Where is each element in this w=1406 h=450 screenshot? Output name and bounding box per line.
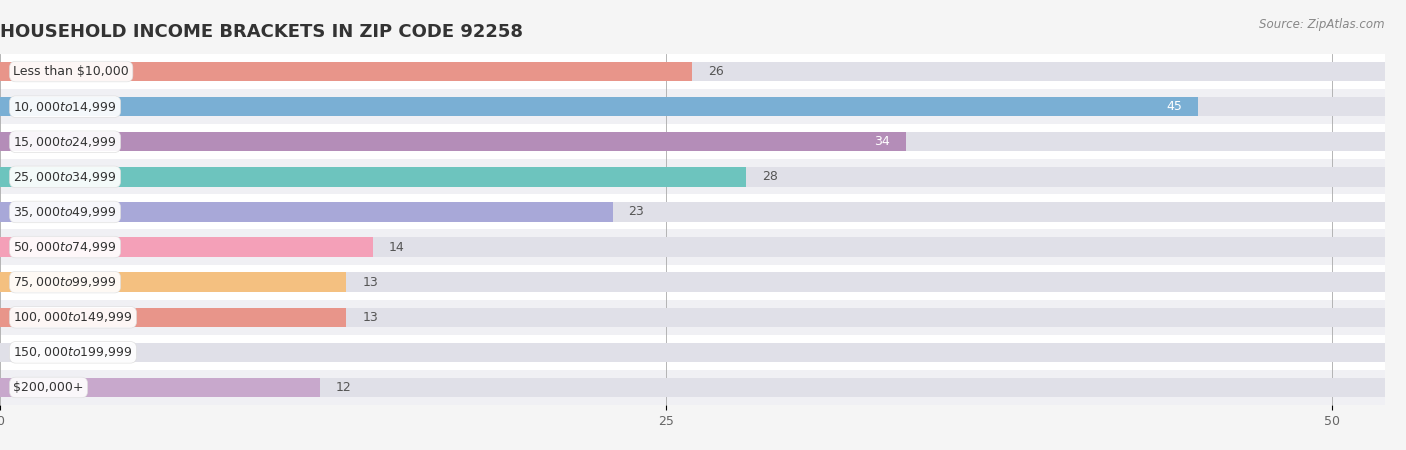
Bar <box>0 54 1385 89</box>
Text: $75,000 to $99,999: $75,000 to $99,999 <box>13 275 117 289</box>
Bar <box>0 194 1385 230</box>
Bar <box>0 238 1385 256</box>
Text: $100,000 to $149,999: $100,000 to $149,999 <box>13 310 132 324</box>
Bar <box>0 265 1385 300</box>
Text: $15,000 to $24,999: $15,000 to $24,999 <box>13 135 117 149</box>
Bar <box>0 124 1385 159</box>
Bar <box>0 308 1385 327</box>
Bar <box>0 378 1385 397</box>
Text: 13: 13 <box>363 311 378 324</box>
Text: Source: ZipAtlas.com: Source: ZipAtlas.com <box>1260 18 1385 31</box>
Bar <box>0 159 1385 194</box>
Bar <box>0 273 1385 292</box>
Text: Less than $10,000: Less than $10,000 <box>13 65 129 78</box>
Bar <box>0 167 1385 186</box>
Bar <box>0 202 613 221</box>
Text: $10,000 to $14,999: $10,000 to $14,999 <box>13 99 117 114</box>
Text: $35,000 to $49,999: $35,000 to $49,999 <box>13 205 117 219</box>
Bar <box>0 343 1385 362</box>
Text: 12: 12 <box>336 381 352 394</box>
Text: $25,000 to $34,999: $25,000 to $34,999 <box>13 170 117 184</box>
Bar <box>0 89 1385 124</box>
Bar <box>0 238 373 256</box>
Text: 28: 28 <box>762 171 778 183</box>
Bar <box>0 62 1385 81</box>
Bar <box>0 230 1385 265</box>
Text: $50,000 to $74,999: $50,000 to $74,999 <box>13 240 117 254</box>
Text: 14: 14 <box>389 241 405 253</box>
Bar <box>0 370 1385 405</box>
Bar <box>0 62 693 81</box>
Text: 26: 26 <box>709 65 724 78</box>
Bar <box>0 273 346 292</box>
Text: $200,000+: $200,000+ <box>13 381 84 394</box>
Text: 23: 23 <box>628 206 644 218</box>
Bar <box>0 202 1385 221</box>
Text: 0: 0 <box>15 346 24 359</box>
Bar <box>0 132 1385 151</box>
Bar <box>0 97 1198 116</box>
Bar <box>0 378 319 397</box>
Text: 45: 45 <box>1167 100 1182 113</box>
Text: 13: 13 <box>363 276 378 288</box>
Bar <box>0 132 905 151</box>
Bar <box>0 335 1385 370</box>
Bar <box>0 300 1385 335</box>
Bar <box>0 167 745 186</box>
Bar <box>0 97 1385 116</box>
Text: $150,000 to $199,999: $150,000 to $199,999 <box>13 345 132 360</box>
Bar <box>0 308 346 327</box>
Text: HOUSEHOLD INCOME BRACKETS IN ZIP CODE 92258: HOUSEHOLD INCOME BRACKETS IN ZIP CODE 92… <box>0 23 523 41</box>
Text: 34: 34 <box>873 135 890 148</box>
